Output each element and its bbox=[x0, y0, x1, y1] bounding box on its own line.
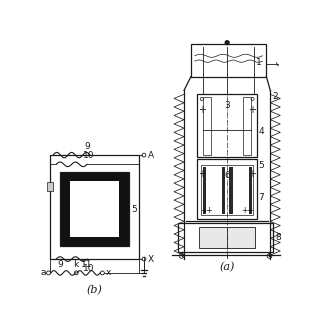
Bar bbox=[47, 182, 53, 191]
Text: k: k bbox=[74, 260, 79, 269]
Text: A: A bbox=[148, 150, 154, 160]
Bar bbox=[201, 165, 253, 215]
Text: 10: 10 bbox=[83, 264, 95, 273]
Text: +: + bbox=[248, 169, 256, 179]
Text: 8: 8 bbox=[275, 233, 281, 242]
Bar bbox=[229, 167, 233, 214]
Circle shape bbox=[225, 41, 229, 45]
Text: +: + bbox=[198, 169, 206, 179]
Bar bbox=[197, 159, 257, 219]
Text: x: x bbox=[106, 268, 111, 278]
Text: 5: 5 bbox=[132, 205, 137, 214]
Text: 9: 9 bbox=[57, 260, 63, 269]
Text: 3: 3 bbox=[224, 101, 230, 110]
Text: ++: ++ bbox=[200, 206, 213, 215]
Text: 1: 1 bbox=[256, 58, 262, 67]
Text: 7: 7 bbox=[259, 193, 264, 202]
Text: +: + bbox=[248, 105, 256, 115]
Bar bbox=[50, 155, 140, 259]
Bar bbox=[222, 167, 225, 214]
Bar bbox=[203, 97, 211, 155]
Bar bbox=[60, 172, 129, 246]
Text: 9: 9 bbox=[84, 142, 90, 151]
Text: 6: 6 bbox=[224, 171, 230, 181]
Text: X: X bbox=[148, 254, 154, 264]
Text: 4: 4 bbox=[259, 127, 264, 137]
Text: (b): (b) bbox=[87, 285, 103, 295]
Bar bbox=[178, 223, 273, 252]
Text: 2: 2 bbox=[273, 92, 278, 101]
Bar bbox=[191, 44, 267, 77]
Bar bbox=[199, 227, 255, 248]
Bar bbox=[243, 97, 251, 155]
Text: 10: 10 bbox=[83, 151, 95, 160]
Text: +: + bbox=[198, 105, 206, 115]
Text: ++: ++ bbox=[242, 206, 254, 215]
Bar bbox=[197, 94, 257, 157]
Bar bbox=[70, 181, 119, 237]
Bar bbox=[249, 167, 252, 214]
Text: 11: 11 bbox=[81, 260, 92, 269]
Text: 5: 5 bbox=[259, 161, 264, 170]
Text: (a): (a) bbox=[220, 262, 235, 273]
Text: a: a bbox=[41, 268, 46, 277]
Bar bbox=[203, 167, 205, 214]
